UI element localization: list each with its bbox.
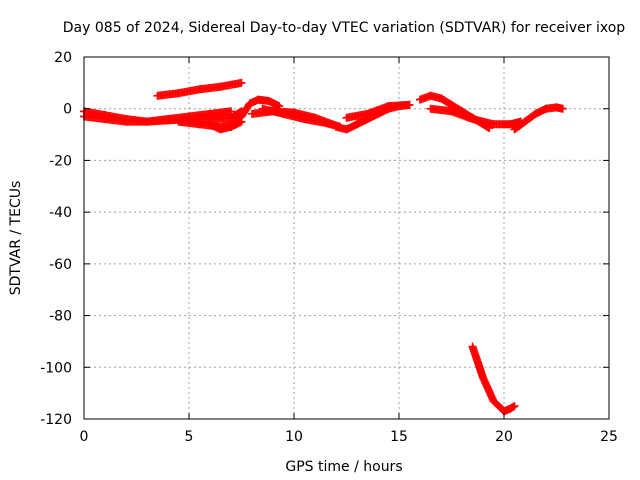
series-arc-g	[258, 104, 345, 131]
x-tick-label: 0	[80, 429, 89, 445]
axis-ticks	[83, 56, 610, 420]
y-tick-label: 20	[54, 50, 72, 66]
data-point	[510, 402, 519, 411]
x-tick-label: 25	[600, 429, 618, 445]
x-tick-label: 20	[495, 429, 513, 445]
series-arc-c	[153, 78, 246, 100]
x-axis-title: GPS time / hours	[285, 459, 402, 475]
data-point	[237, 78, 246, 87]
x-tick-label: 10	[285, 429, 303, 445]
data-points	[80, 78, 567, 416]
series-arc-l	[510, 103, 567, 134]
y-tick-label: -20	[49, 153, 72, 169]
y-tick-label: -80	[49, 309, 72, 325]
x-tick-label: 15	[390, 429, 408, 445]
y-tick-label: -120	[40, 412, 72, 428]
y-tick-label: -60	[49, 257, 72, 273]
data-point	[558, 104, 567, 113]
series-arc-i	[342, 100, 414, 122]
chart-title: Day 085 of 2024, Sidereal Day-to-day VTE…	[63, 20, 626, 36]
series-arc-e	[206, 117, 246, 134]
series-arc-k	[426, 104, 525, 129]
data-point	[405, 100, 414, 109]
data-point	[237, 117, 246, 126]
grid-lines	[84, 57, 609, 419]
y-tick-label: 0	[63, 102, 72, 118]
series-arc-m	[468, 342, 519, 416]
y-tick-label: -100	[40, 360, 72, 376]
x-tick-label: 5	[185, 429, 194, 445]
plot-frame	[83, 56, 610, 420]
y-axis-title: SDTVAR / TECUs	[8, 181, 24, 296]
y-tick-label: -40	[49, 205, 72, 221]
tick-labels: 0 5 10 15 20 25 20 0 -20 -40 -60 -80 -100 -120	[40, 50, 618, 445]
